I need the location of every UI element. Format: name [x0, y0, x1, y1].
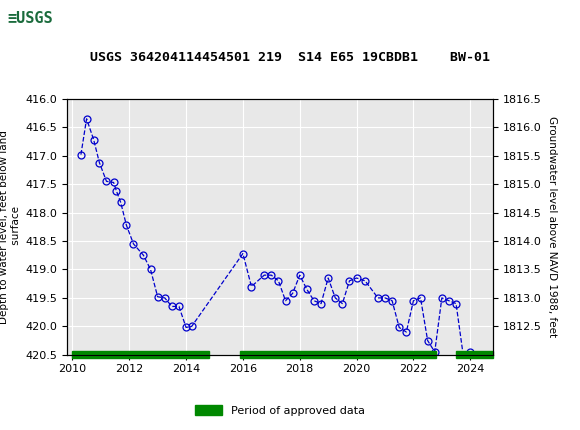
Y-axis label: Depth to water level, feet below land
 surface: Depth to water level, feet below land su…: [0, 130, 21, 324]
Legend: Period of approved data: Period of approved data: [190, 400, 369, 420]
Text: ≡USGS: ≡USGS: [7, 11, 53, 26]
Bar: [456, 351, 493, 359]
FancyBboxPatch shape: [3, 3, 70, 34]
Bar: [72, 351, 209, 359]
Text: USGS 364204114454501 219  S14 E65 19CBDB1    BW-01: USGS 364204114454501 219 S14 E65 19CBDB1…: [90, 51, 490, 64]
Bar: [240, 351, 436, 359]
Y-axis label: Groundwater level above NAVD 1988, feet: Groundwater level above NAVD 1988, feet: [547, 116, 557, 338]
